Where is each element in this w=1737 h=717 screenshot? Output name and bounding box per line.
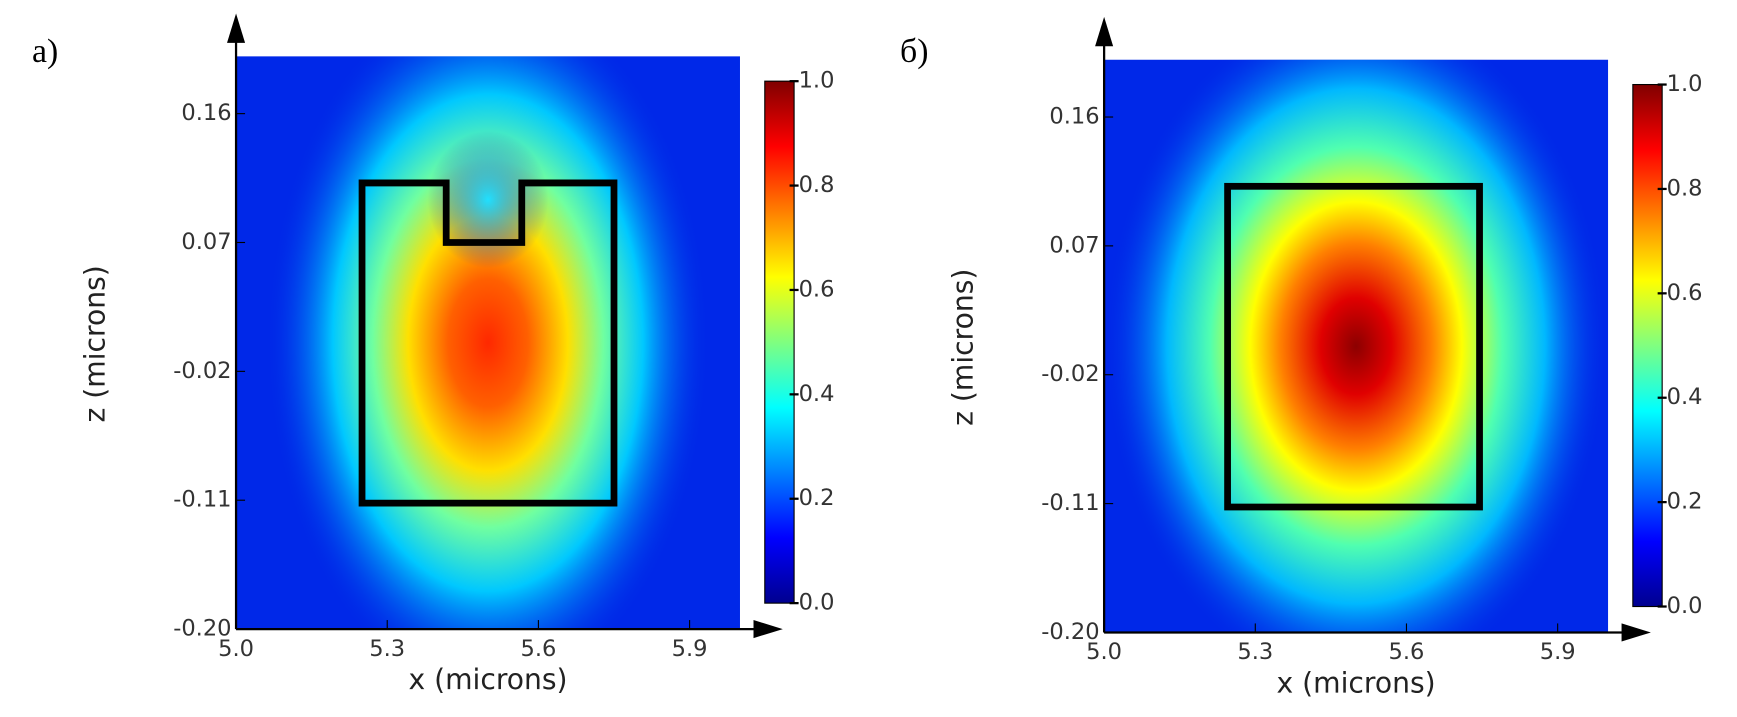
y-tick-label: -0.20 (1041, 619, 1099, 645)
y-tick-label: -0.11 (1041, 490, 1099, 516)
colorbar-tick-label: 0.0 (1667, 593, 1703, 619)
y-tick-label: 0.07 (1049, 232, 1099, 258)
x-tick-label: 5.9 (1540, 639, 1576, 665)
x-tick-label: 5.0 (1086, 639, 1122, 665)
x-tick-label: 5.3 (1237, 639, 1273, 665)
x-tick-label: 5.0 (218, 636, 254, 662)
waveguide-outline (358, 179, 618, 507)
y-axis-label: z (microns) (946, 269, 979, 426)
colorbar (1632, 83, 1663, 608)
colorbar-tick-label: 0.0 (799, 590, 835, 616)
colorbar-tick-label: 0.2 (1667, 489, 1703, 515)
colorbar-tick-label: 0.6 (799, 276, 835, 302)
field-hotspot (266, 56, 710, 630)
x-axis-label: x (microns) (408, 663, 567, 696)
x-tick-label: 5.6 (1389, 639, 1425, 665)
x-axis-label: x (microns) (1277, 666, 1436, 699)
colorbar-tick-label: 0.8 (799, 172, 835, 198)
y-tick-label: -0.20 (173, 616, 231, 642)
field-hotspot (1104, 59, 1608, 633)
x-tick-label: 5.9 (672, 636, 708, 662)
colorbar (764, 80, 795, 604)
colorbar-tick-label: 0.8 (1667, 175, 1703, 201)
x-tick-label: 5.3 (369, 636, 405, 662)
panel-label: б) (900, 33, 928, 70)
y-axis-arrow (1095, 16, 1114, 47)
y-tick-label: 0.07 (181, 229, 231, 255)
x-axis-arrow (753, 620, 783, 639)
y-tick-label: 0.16 (181, 100, 231, 126)
y-tick-label: -0.02 (1041, 361, 1099, 387)
x-axis-arrow (1621, 623, 1651, 642)
colorbar-tick-label: 0.4 (1667, 384, 1703, 410)
colorbar-tick-label: 1.0 (1667, 71, 1703, 97)
waveguide-outline (1224, 182, 1483, 511)
colorbar-tick-label: 0.2 (799, 485, 835, 511)
colorbar-tick-label: 1.0 (799, 68, 835, 94)
colorbar-tick-label: 0.4 (799, 381, 835, 407)
y-tick-label: -0.02 (173, 358, 231, 384)
y-tick-label: 0.16 (1049, 104, 1099, 130)
x-tick-label: 5.6 (520, 636, 556, 662)
field-glow (427, 130, 549, 269)
y-axis-label: z (microns) (78, 265, 111, 422)
colorbar-tick-label: 0.6 (1667, 280, 1703, 306)
y-tick-label: -0.11 (173, 487, 231, 513)
y-axis-arrow (227, 13, 246, 43)
panel-label: а) (32, 33, 58, 70)
